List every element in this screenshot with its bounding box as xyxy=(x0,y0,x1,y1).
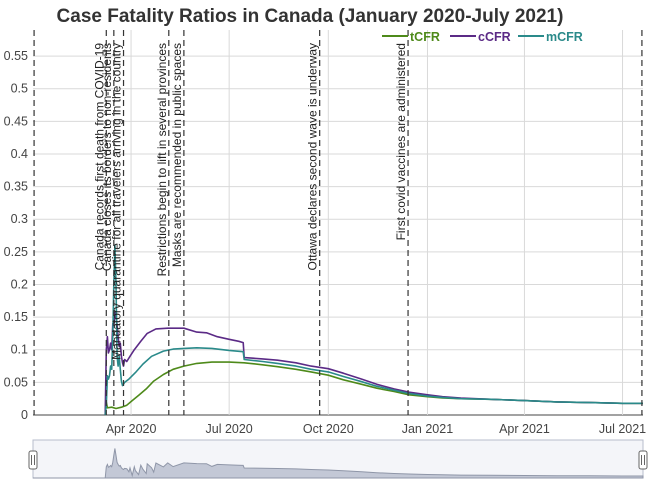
annotation-label: Masks are recommended in public spaces xyxy=(170,43,184,267)
x-tick-label: Oct 2020 xyxy=(303,422,354,436)
annotation-label: Ottawa declares second wave is underway xyxy=(306,43,320,270)
chart-title: Case Fatality Ratios in Canada (January … xyxy=(57,6,564,27)
series-line-ccfr xyxy=(104,311,643,416)
range-slider-left-handle[interactable] xyxy=(28,450,38,470)
legend-label: mCFR xyxy=(546,30,583,44)
x-axis: Apr 2020 Jul 2020 Oct 2020 Jan 2021 Apr 2021… xyxy=(106,422,646,436)
annotation-label: Restrictions begin to lift in several pr… xyxy=(155,43,169,276)
series-lines xyxy=(104,244,643,416)
y-tick-label: 0.15 xyxy=(4,310,28,324)
y-tick-label: 0.5 xyxy=(11,82,28,96)
x-tick-label: Apr 2020 xyxy=(106,422,157,436)
y-axis: 0 0.05 0.1 0.15 0.2 0.25 0.3 0.35 0.4 0.45 0.5 0.55 xyxy=(4,49,28,422)
y-tick-label: 0.25 xyxy=(4,245,28,259)
annotation-label: First covid vaccines are administered xyxy=(394,43,408,240)
y-tick-label: 0.3 xyxy=(11,212,28,226)
legend: tCFR cCFR mCFR xyxy=(382,30,583,44)
y-tick-label: 0.4 xyxy=(11,147,28,161)
annotation-label: Canada records first death from COVID-19 xyxy=(92,43,106,271)
legend-label: cCFR xyxy=(478,30,511,44)
grid xyxy=(33,30,643,416)
y-tick-label: 0.35 xyxy=(4,180,28,194)
range-slider-preview xyxy=(33,448,644,479)
annotation-label: Canada closes its borders to non-residen… xyxy=(100,43,114,271)
x-tick-label: Apr 2021 xyxy=(499,422,550,436)
annotation-label: Mandatory quarantine for all travelers a… xyxy=(110,43,124,360)
series-line-tcfr xyxy=(104,361,643,416)
range-slider-right-handle[interactable] xyxy=(638,450,648,470)
y-tick-label: 0.05 xyxy=(4,375,28,389)
range-slider[interactable] xyxy=(28,439,648,479)
x-tick-label: Jul 2021 xyxy=(599,422,646,436)
x-tick-label: Jan 2021 xyxy=(402,422,453,436)
y-tick-label: 0.1 xyxy=(11,343,28,357)
y-tick-label: 0 xyxy=(21,408,28,422)
x-tick-label: Jul 2020 xyxy=(206,422,253,436)
event-annotations: Canada records first death from COVID-19… xyxy=(33,30,643,415)
y-tick-label: 0.45 xyxy=(4,114,28,128)
legend-label: tCFR xyxy=(410,30,440,44)
y-tick-label: 0.2 xyxy=(11,277,28,291)
y-tick-label: 0.55 xyxy=(4,49,28,63)
series-line-mcfr xyxy=(104,244,643,416)
